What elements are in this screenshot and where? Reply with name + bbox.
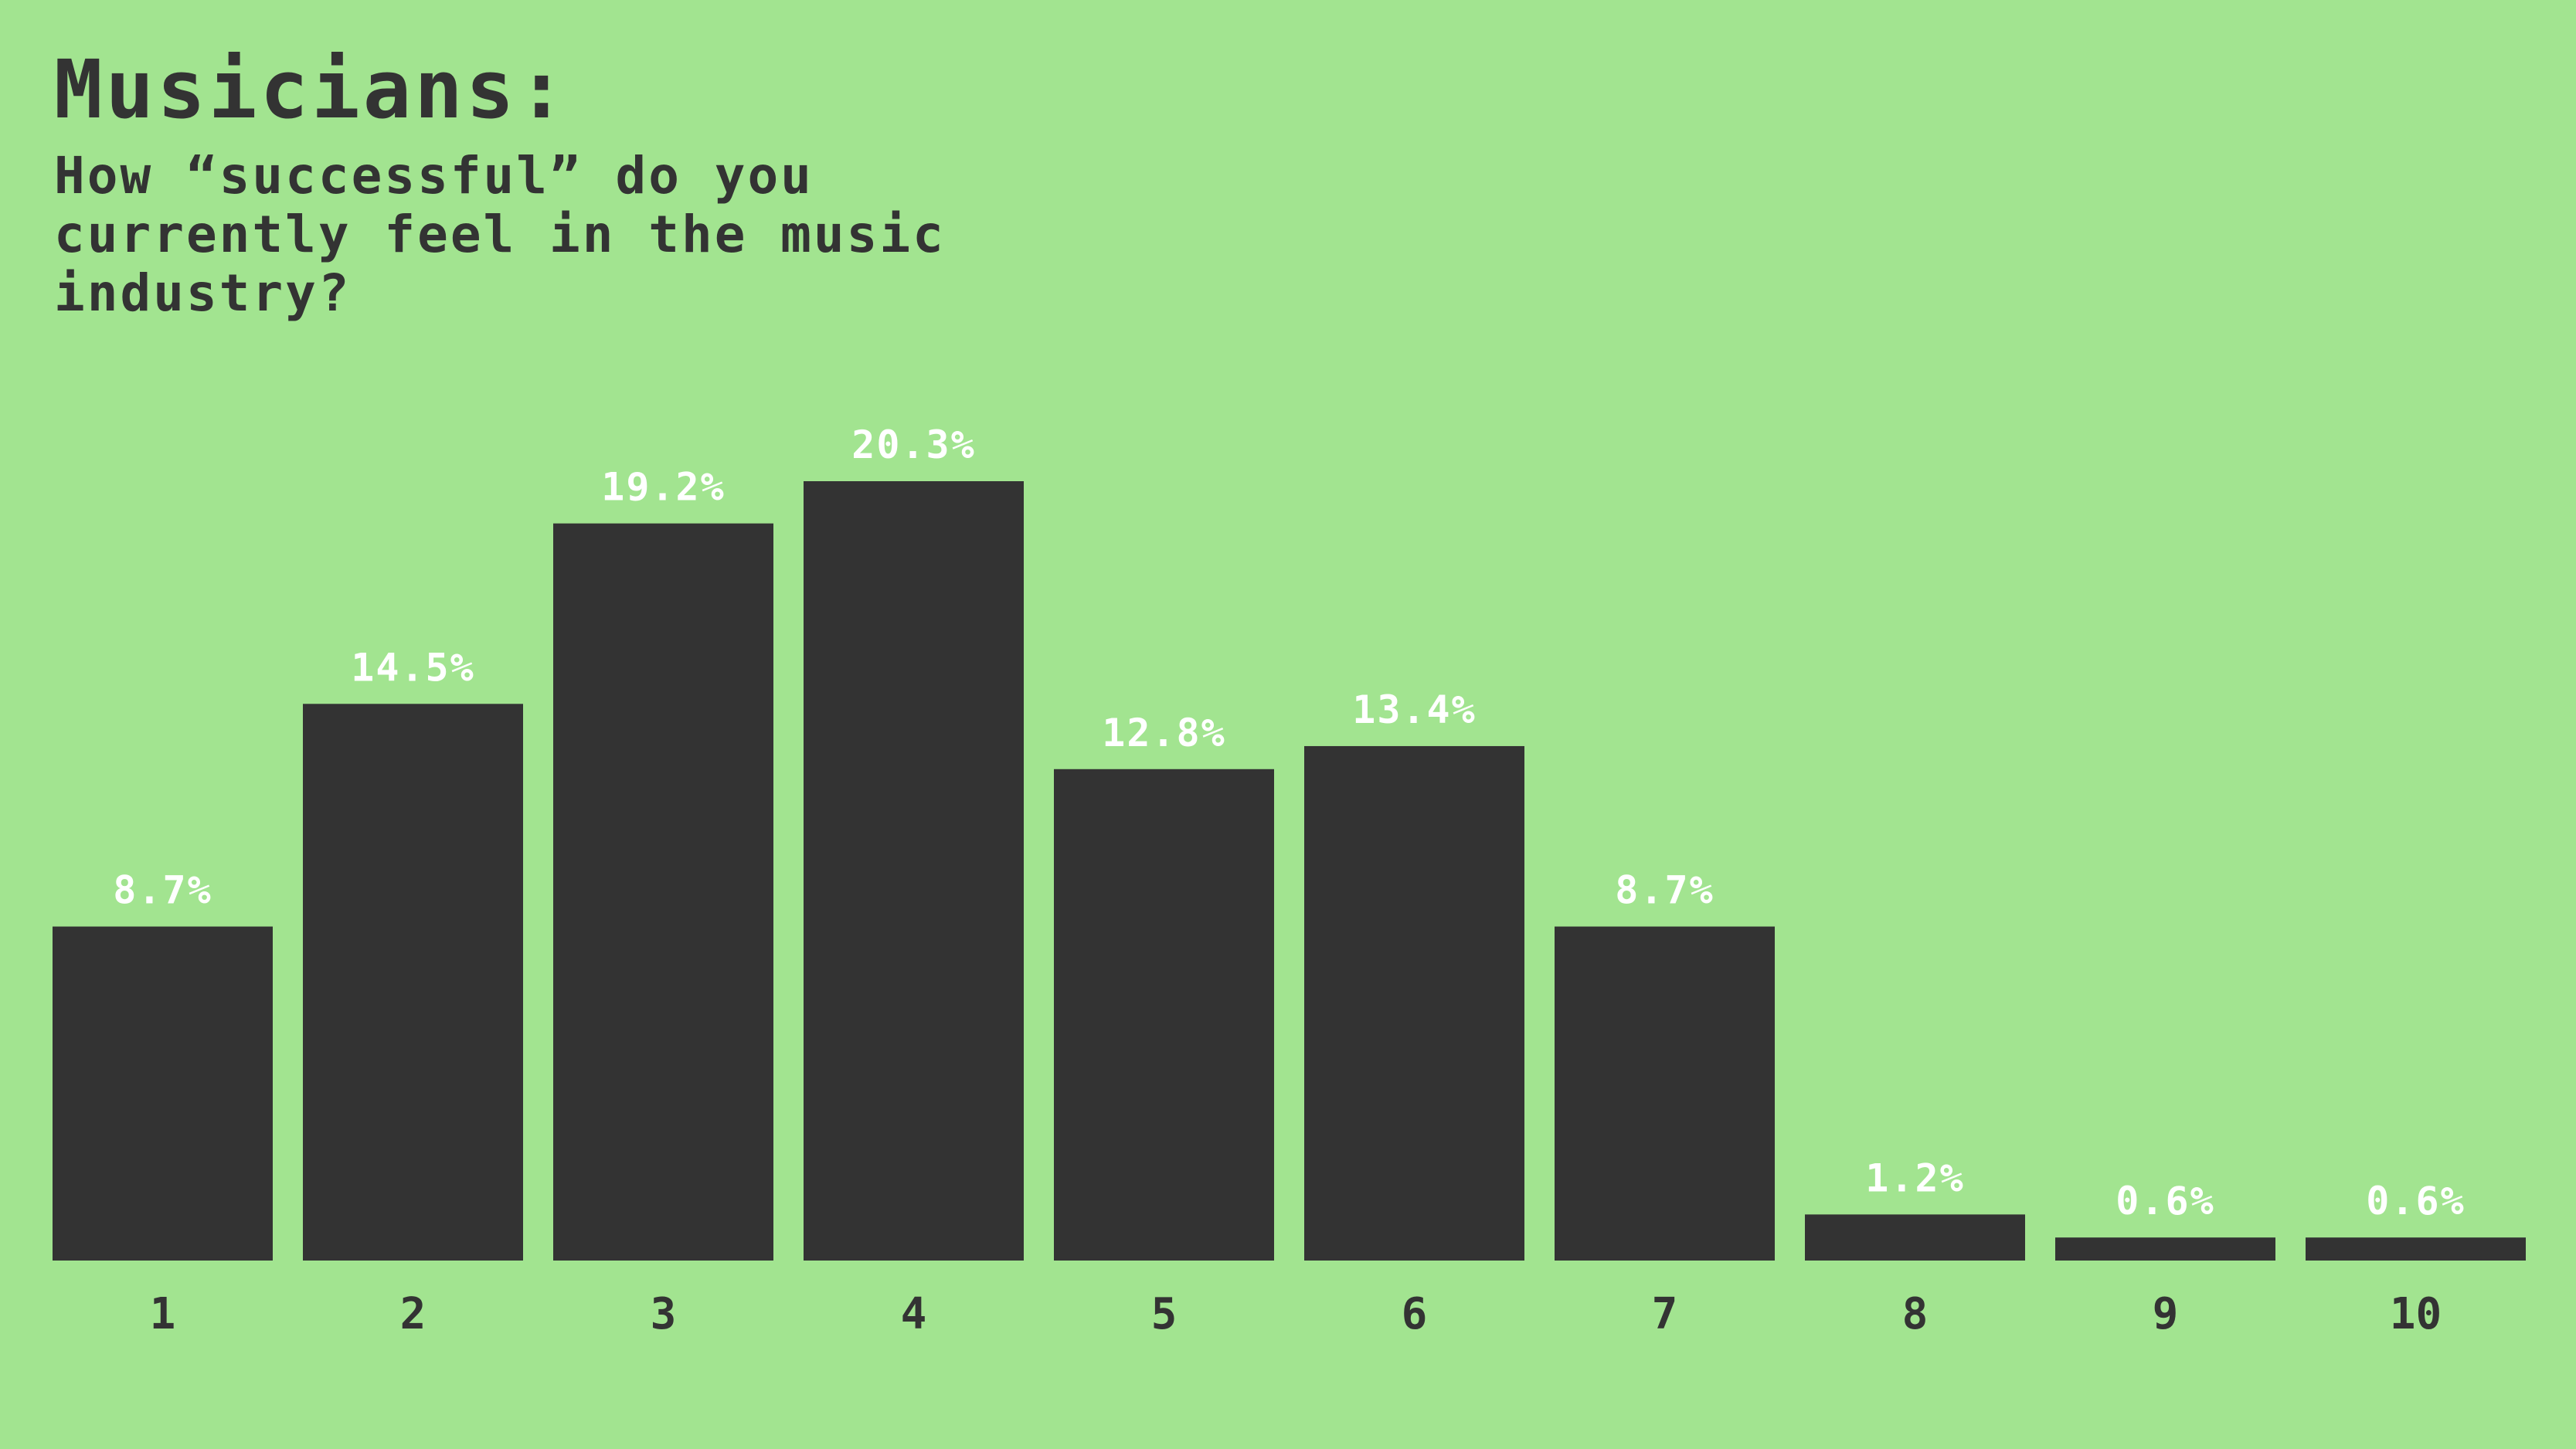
x-tick-label-8: 8 xyxy=(1902,1289,1929,1339)
x-tick-label-5: 5 xyxy=(1151,1289,1178,1339)
x-tick-label-9: 9 xyxy=(2153,1289,2179,1339)
x-tick-label-2: 2 xyxy=(400,1289,427,1339)
bar-10 xyxy=(2306,1237,2526,1261)
bar-8 xyxy=(1805,1214,2025,1261)
bar-6 xyxy=(1304,745,1524,1261)
bar-4 xyxy=(804,481,1024,1261)
value-label-3: 19.2% xyxy=(601,465,726,510)
bars-layer xyxy=(53,481,2526,1261)
x-tick-label-4: 4 xyxy=(901,1289,927,1339)
x-tick-label-1: 1 xyxy=(150,1289,176,1339)
value-label-1: 8.7% xyxy=(113,868,212,913)
value-label-8: 1.2% xyxy=(1865,1155,1964,1200)
chart-subtitle: How “successful” do you currently feel i… xyxy=(54,146,946,323)
bar-2 xyxy=(303,704,523,1261)
bar-9 xyxy=(2055,1237,2275,1261)
value-label-7: 8.7% xyxy=(1615,868,1714,913)
value-label-6: 13.4% xyxy=(1352,687,1477,732)
chart-title: Musicians: xyxy=(54,42,569,137)
x-tick-label-7: 7 xyxy=(1652,1289,1678,1339)
value-label-4: 20.3% xyxy=(851,422,976,467)
value-label-10: 0.6% xyxy=(2366,1179,2465,1223)
value-label-9: 0.6% xyxy=(2116,1179,2214,1223)
bar-3 xyxy=(553,523,773,1261)
bar-1 xyxy=(53,926,273,1261)
bar-5 xyxy=(1054,769,1274,1261)
value-label-2: 14.5% xyxy=(351,645,475,690)
x-tick-label-3: 3 xyxy=(651,1289,677,1339)
x-tick-label-6: 6 xyxy=(1402,1289,1428,1339)
value-labels-layer: 8.7% 14.5% 19.2% 20.3% 12.8% 13.4% 8.7% 1.2% 0.6… xyxy=(113,422,2465,1223)
x-tick-label-10: 10 xyxy=(2390,1289,2442,1339)
bar-7 xyxy=(1555,926,1775,1261)
value-label-5: 12.8% xyxy=(1102,711,1226,755)
x-axis-ticks: 1 2 3 4 5 6 7 8 9 10 xyxy=(150,1289,2442,1339)
